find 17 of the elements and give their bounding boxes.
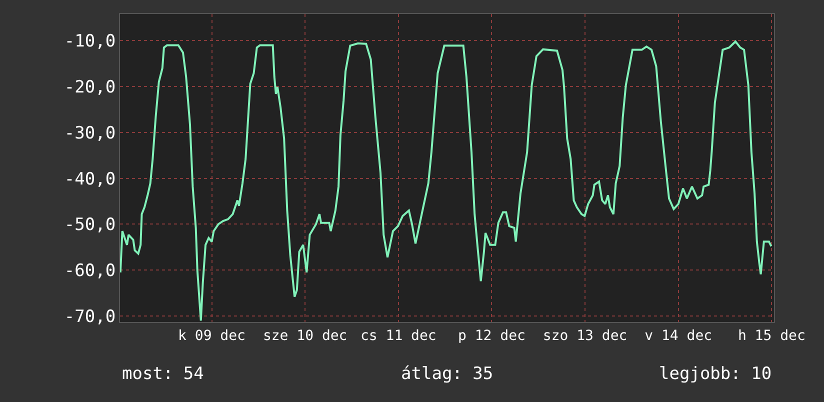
x-tick-label: sze 10 dec xyxy=(262,328,348,344)
x-tick-label: cs 11 dec xyxy=(360,328,436,344)
x-tick-label: szo 13 dec xyxy=(542,328,628,344)
y-tick-label: -10,0 xyxy=(64,32,116,52)
x-tick-label: v 14 dec xyxy=(644,328,712,344)
x-tick-label: h 15 dec xyxy=(738,328,806,344)
x-tick-label: k 09 dec xyxy=(178,328,246,344)
y-tick-label: -30,0 xyxy=(64,123,116,144)
text: most: 54 xyxy=(122,364,204,384)
y-tick-label: -40,0 xyxy=(64,169,116,190)
y-tick-label: -50,0 xyxy=(64,215,116,236)
x-tick-label: p 12 dec xyxy=(458,328,526,344)
y-tick-label: -20,0 xyxy=(64,77,116,98)
text: legjobb: 10 xyxy=(659,364,772,384)
y-tick-label: -60,0 xyxy=(64,261,116,282)
text: átlag: 35 xyxy=(401,364,494,384)
y-tick-label: -70,0 xyxy=(64,306,116,327)
